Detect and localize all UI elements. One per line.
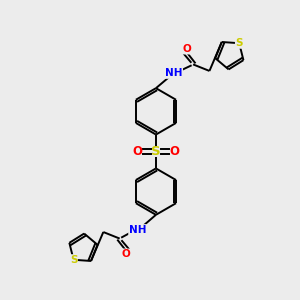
Text: S: S <box>70 255 77 265</box>
Text: NH: NH <box>129 225 146 235</box>
Text: NH: NH <box>165 68 182 78</box>
Text: S: S <box>236 38 243 48</box>
Text: O: O <box>182 44 191 54</box>
Text: O: O <box>133 145 142 158</box>
Text: O: O <box>122 249 130 259</box>
Text: O: O <box>169 145 179 158</box>
Text: S: S <box>151 145 161 158</box>
